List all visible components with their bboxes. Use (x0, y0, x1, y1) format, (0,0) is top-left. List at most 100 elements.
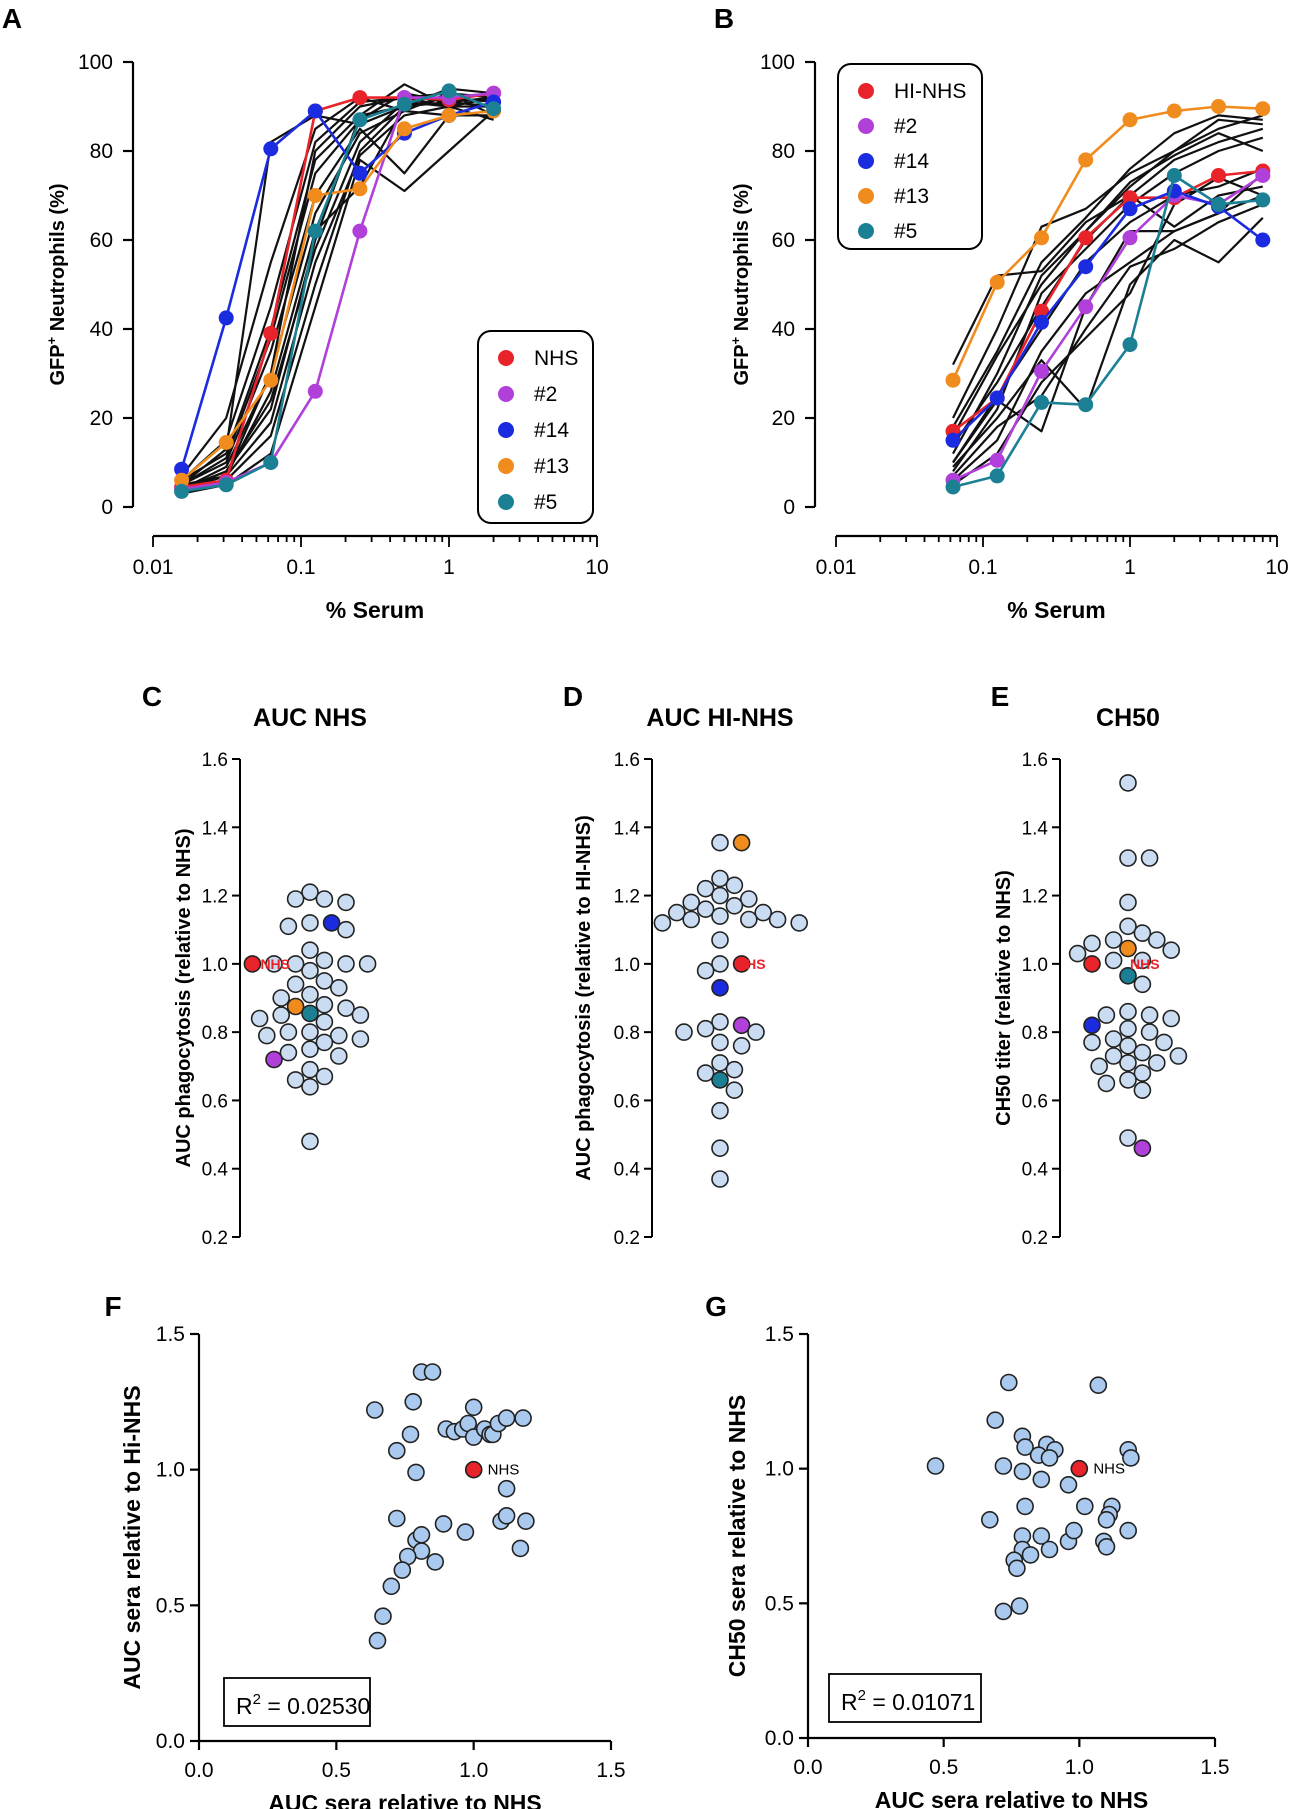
y-tick-label: 80 (772, 140, 795, 163)
x-tick-label: 0.01 (816, 556, 857, 579)
highlight-point (1119, 939, 1137, 958)
x-tick-label: 1.5 (1200, 1756, 1229, 1779)
y-tick-label: 1.4 (1022, 818, 1049, 839)
data-point (337, 920, 355, 939)
x-tick-label: 0.1 (968, 556, 997, 579)
y-tick-label: 0 (783, 496, 795, 519)
series-point (1078, 397, 1094, 413)
data-point (257, 1026, 276, 1045)
y-tick-label: 1.0 (765, 1458, 794, 1481)
data-point (711, 886, 729, 905)
data-point (265, 955, 283, 973)
data-point (696, 1064, 715, 1082)
data-point (382, 1577, 401, 1596)
series-point (307, 188, 323, 203)
series-point (174, 472, 190, 488)
y-tick-label: 1.0 (156, 1459, 185, 1482)
y-axis-title-part: Neutrophils (%) (731, 183, 753, 336)
series-point (989, 452, 1005, 468)
data-point (1104, 1030, 1123, 1048)
panel-F: F 0.0 0.5 1.0 1.5 0.0 0.5 1.0 1.5 AUC sera relati… (104, 1291, 625, 1809)
data-point (351, 1030, 370, 1048)
y-tick-label: 1.0 (202, 955, 228, 976)
highlight-point (301, 1004, 319, 1023)
data-point (711, 869, 729, 888)
y-tick-label: 1.2 (614, 887, 640, 908)
r-squared-exponent: 2 (253, 1691, 261, 1708)
data-point (301, 1023, 319, 1041)
series-point (263, 325, 279, 341)
x-tick-label: 1 (1124, 556, 1136, 579)
series-line (181, 89, 495, 493)
y-axis-title: GFP+ Neutrophils (%) (728, 183, 753, 385)
data-point (725, 896, 744, 915)
x-axis-title: AUC sera relative to NHS (268, 1790, 542, 1809)
highlight-point (286, 997, 305, 1016)
highlight-point (464, 1460, 483, 1479)
y-tick-label: 60 (772, 229, 795, 252)
series-point (352, 112, 368, 128)
r-squared-symbol: R (841, 1689, 858, 1715)
data-point (497, 1479, 516, 1498)
legend-box (477, 330, 594, 524)
series-point (1211, 99, 1226, 114)
data-point (497, 1507, 516, 1525)
highlight-point (1083, 955, 1101, 973)
y-axis-title-part: GFP (731, 344, 753, 385)
data-point (1119, 774, 1137, 792)
panel-letter: D (563, 681, 583, 712)
series-point (263, 455, 279, 470)
legend-label: #14 (534, 419, 569, 442)
panel-letter: B (714, 3, 734, 34)
serum-line (181, 100, 494, 486)
legend-label: #5 (534, 491, 557, 514)
data-point (711, 1139, 729, 1157)
highlight-point (243, 955, 262, 973)
y-axis-title: AUC phagocytosis (relative to NHS) (173, 829, 195, 1168)
serum-line (952, 118, 1263, 419)
data-point (1097, 1074, 1116, 1093)
nhs-annotation: NHS (488, 1462, 520, 1479)
data-point (1133, 951, 1152, 970)
y-tick-label: 1.6 (614, 750, 640, 771)
serum-line (180, 96, 494, 482)
highlight-point (732, 955, 751, 973)
data-point (1021, 1546, 1040, 1564)
highlight-point (1083, 1016, 1101, 1035)
series-point (1122, 190, 1138, 206)
serum-line (952, 203, 1264, 477)
data-point (754, 903, 773, 922)
data-point (1140, 849, 1159, 867)
data-point (497, 1409, 516, 1427)
series-point (396, 96, 412, 112)
data-point (301, 1132, 319, 1151)
data-point (511, 1539, 530, 1558)
data-point (1097, 1511, 1116, 1529)
data-point (514, 1409, 532, 1427)
r-squared-box (223, 1677, 371, 1727)
x-tick-label: 0.01 (133, 556, 174, 579)
data-point (1119, 1019, 1137, 1038)
y-tick-label: 1.4 (202, 818, 229, 839)
data-point (739, 910, 758, 929)
data-point (250, 1009, 269, 1028)
data-point (368, 1631, 387, 1650)
data-point (1119, 849, 1137, 867)
x-axis-title: AUC sera relative to NHS (875, 1787, 1149, 1809)
nhs-annotation: NHS (736, 956, 766, 972)
data-point (301, 914, 319, 932)
data-point (711, 1101, 729, 1120)
y-axis-title-sup: + (44, 336, 59, 344)
y-tick-label: 0.2 (614, 1228, 640, 1249)
panel-B: B 0 20 40 60 80 100 0.01 0.1 1 10 % Serum GFP+ Neutr… (714, 3, 1289, 623)
series-point (1166, 103, 1182, 119)
panel-letter: G (705, 1291, 727, 1322)
x-tick-label: 1.0 (459, 1759, 488, 1782)
series-point (1122, 230, 1138, 246)
data-point (1097, 1538, 1116, 1556)
data-point (790, 914, 809, 932)
data-point (1119, 1037, 1137, 1055)
data-point (1016, 1497, 1034, 1516)
y-tick-label: 100 (760, 51, 795, 74)
x-tick-label: 0.1 (286, 556, 315, 579)
